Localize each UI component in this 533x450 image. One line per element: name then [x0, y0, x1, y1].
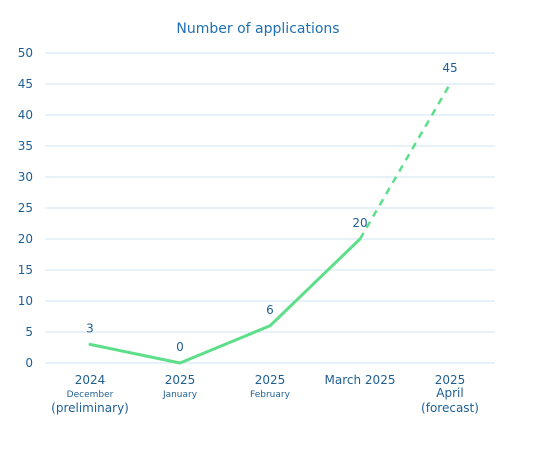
data-label: 0 [176, 340, 184, 354]
y-tick-label: 0 [25, 356, 33, 370]
x-tick-sublabel: January [162, 390, 198, 400]
x-tick-sublabel: April [436, 386, 463, 400]
y-tick-label: 30 [18, 170, 33, 184]
y-tick-label: 50 [18, 46, 33, 60]
y-tick-label: 20 [18, 232, 33, 246]
y-tick-label: 5 [25, 325, 33, 339]
y-tick-label: 35 [18, 139, 33, 153]
y-tick-label: 10 [18, 294, 33, 308]
y-tick-label: 15 [18, 263, 33, 277]
x-tick-label: 2025 [435, 373, 466, 387]
data-label-layer: 3 0 6 20 45 [86, 61, 457, 354]
series-line-actual [88, 237, 362, 365]
data-label: 6 [266, 303, 274, 317]
y-tick-label: 25 [18, 201, 33, 215]
x-tick-sublabel: December [67, 390, 114, 400]
y-axis-ticks: 0 5 10 15 20 25 30 35 40 45 50 [18, 46, 33, 370]
x-tick-note: (forecast) [421, 401, 479, 415]
data-label: 3 [86, 321, 94, 335]
y-tick-label: 40 [18, 108, 33, 122]
x-tick-label: 2025 [255, 373, 286, 387]
x-tick-label: 2025 [165, 373, 196, 387]
grid-layer [45, 52, 495, 364]
x-axis-ticks: 2024 December(preliminary) 2025 January 2025… [51, 373, 479, 415]
y-tick-label: 45 [18, 77, 33, 91]
data-label: 45 [442, 61, 457, 75]
x-tick-sublabel: February [250, 390, 291, 400]
x-tick-note: (preliminary) [51, 401, 129, 415]
series-line-layer [88, 83, 452, 365]
x-tick-label: March 2025 [325, 373, 396, 387]
series-line-forecast [358, 83, 452, 240]
chart-title: Number of applications [176, 21, 339, 37]
x-tick-label: 2024 [75, 373, 106, 387]
data-label: 20 [352, 216, 367, 230]
